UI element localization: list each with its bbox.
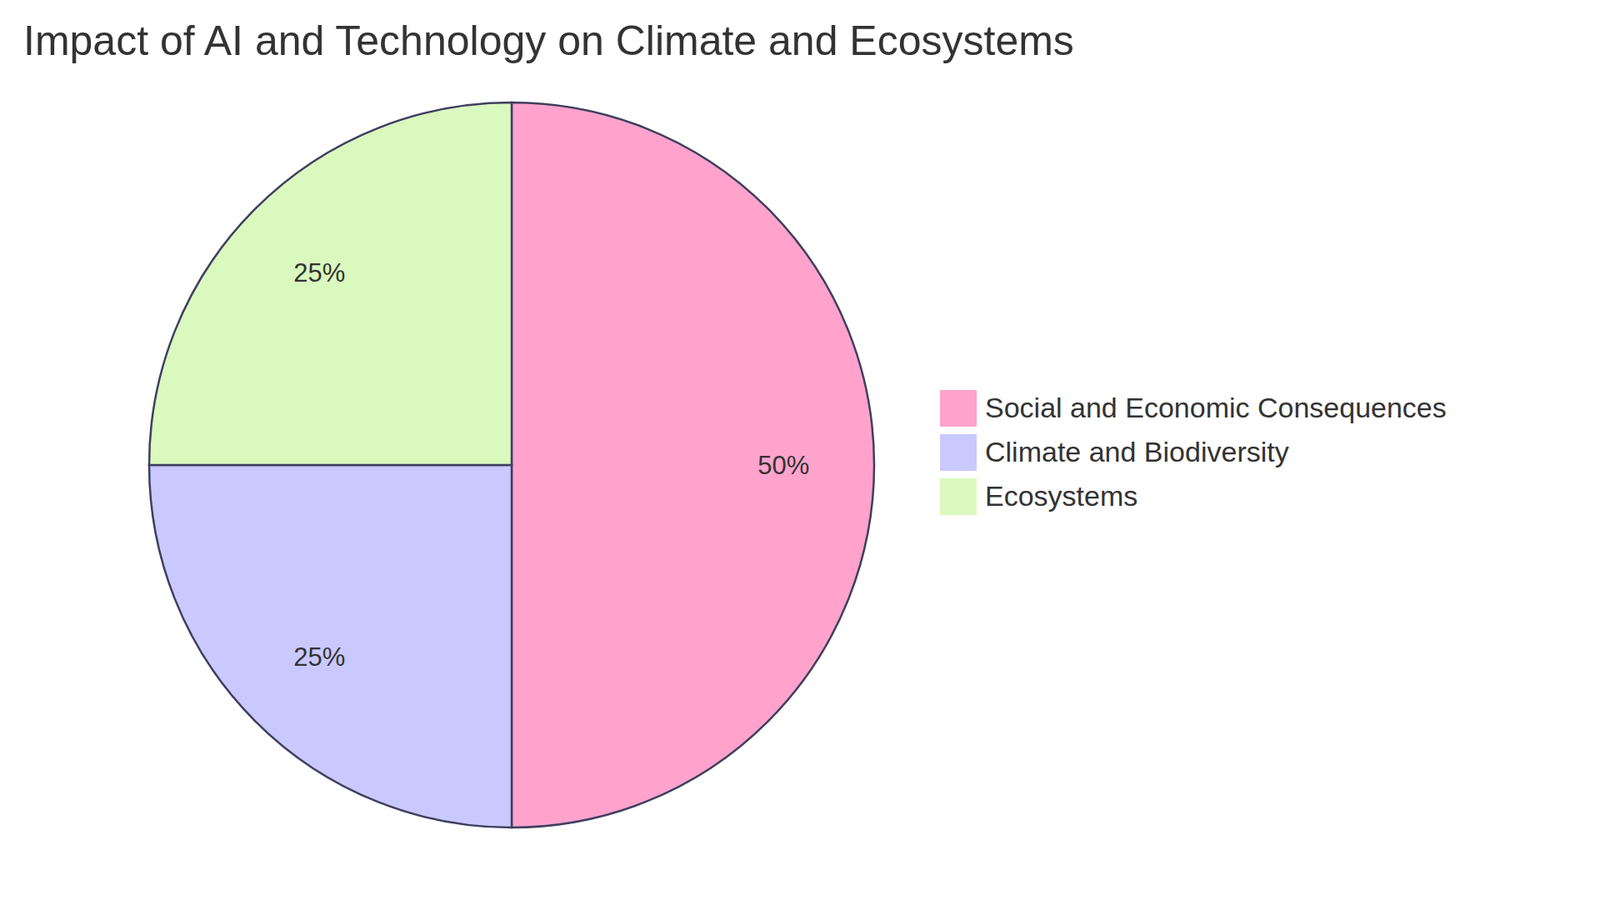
html-text:Climate and Biodiversity: Climate and Biodiversity: [985, 435, 1289, 468]
html-text:Social and Economic Consequenc: Social and Economic Consequences: [985, 391, 1447, 424]
html-text:Impact of AI and Technology on: Impact of AI and Technology on Climate a…: [23, 17, 1075, 65]
svg-text:25%: 25%: [293, 642, 345, 672]
svg-text:25%: 25%: [293, 258, 345, 288]
html-text:Ecosystems: Ecosystems: [985, 480, 1138, 512]
svg-text:50%: 50%: [757, 450, 810, 480]
